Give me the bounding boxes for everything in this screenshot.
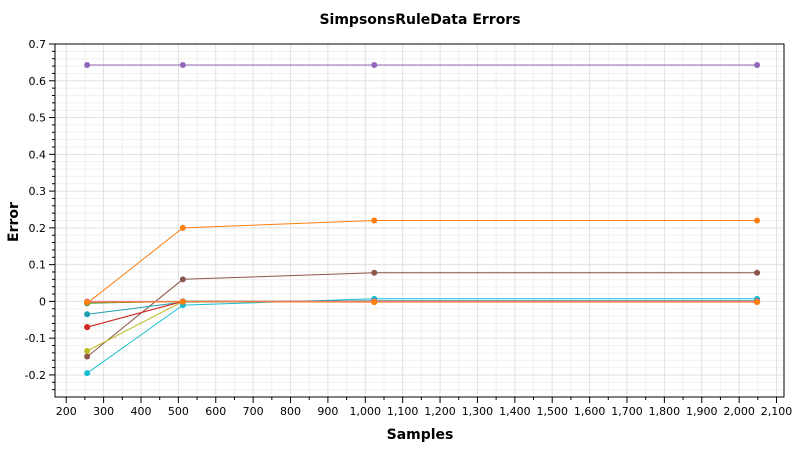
x-axis: 200 300 400 500 600 700 800 900 1,000 1,100 1,200 1… bbox=[56, 397, 793, 418]
series-12 bbox=[84, 298, 761, 306]
series-line bbox=[86, 220, 758, 304]
x-tick-label: 1,000 bbox=[350, 405, 382, 418]
data-point bbox=[84, 353, 91, 360]
series-line bbox=[86, 272, 758, 357]
y-tick-label: 0.5 bbox=[29, 112, 47, 125]
x-tick-label: 1,100 bbox=[387, 405, 419, 418]
x-tick-label: 1,400 bbox=[499, 405, 531, 418]
x-tick-label: 800 bbox=[280, 405, 301, 418]
series-line bbox=[87, 300, 758, 315]
data-point bbox=[371, 61, 378, 68]
x-tick-label: 400 bbox=[130, 405, 151, 418]
series-line bbox=[86, 298, 758, 374]
x-tick-label: 700 bbox=[243, 405, 264, 418]
data-point bbox=[754, 299, 761, 306]
data-point bbox=[84, 370, 91, 377]
x-tick-label: 2,100 bbox=[761, 405, 793, 418]
x-tick-label: 1,200 bbox=[424, 405, 456, 418]
y-tick-label: -0.2 bbox=[25, 369, 46, 382]
x-tick-label: 300 bbox=[93, 405, 114, 418]
data-point bbox=[754, 269, 761, 276]
x-tick-label: 1,600 bbox=[574, 405, 606, 418]
x-tick-label: 1,900 bbox=[686, 405, 718, 418]
y-tick-label: 0 bbox=[39, 295, 46, 308]
data-point bbox=[754, 217, 761, 224]
series-1 bbox=[84, 61, 761, 68]
series-layer bbox=[84, 61, 761, 377]
x-tick-label: 2,000 bbox=[723, 405, 755, 418]
series-2 bbox=[84, 217, 761, 307]
y-tick-label: 0.2 bbox=[29, 222, 47, 235]
y-tick-label: 0.1 bbox=[29, 259, 47, 272]
y-axis: -0.2 -0.1 0 0.1 0.2 0.3 0.4 0.5 0.6 0.7 bbox=[25, 38, 55, 391]
y-tick-label: 0.4 bbox=[29, 148, 47, 161]
x-tick-label: 900 bbox=[317, 405, 338, 418]
data-point bbox=[754, 61, 761, 68]
x-tick-label: 200 bbox=[56, 405, 77, 418]
data-point bbox=[179, 276, 186, 283]
x-tick-label: 1,800 bbox=[649, 405, 681, 418]
y-tick-label: -0.1 bbox=[25, 332, 46, 345]
x-tick-label: 600 bbox=[205, 405, 226, 418]
series-3 bbox=[84, 269, 761, 360]
x-tick-label: 500 bbox=[168, 405, 189, 418]
series-4 bbox=[84, 295, 761, 377]
data-point bbox=[84, 311, 91, 318]
data-point bbox=[371, 269, 378, 276]
chart-title: SimpsonsRuleData Errors bbox=[319, 12, 520, 28]
x-axis-label: Samples bbox=[387, 427, 454, 443]
x-tick-label: 1,300 bbox=[462, 405, 494, 418]
data-point bbox=[84, 299, 91, 306]
y-axis-label: Error bbox=[6, 202, 22, 242]
data-point bbox=[84, 61, 91, 68]
x-tick-label: 1,500 bbox=[536, 405, 568, 418]
data-point bbox=[371, 299, 378, 306]
y-tick-label: 0.6 bbox=[29, 75, 47, 88]
x-tick-label: 1,700 bbox=[611, 405, 643, 418]
data-point bbox=[179, 224, 186, 231]
data-point bbox=[179, 298, 186, 305]
data-point bbox=[179, 61, 186, 68]
data-point bbox=[84, 348, 91, 355]
data-point bbox=[84, 324, 91, 331]
y-tick-label: 0.7 bbox=[29, 38, 47, 51]
data-point bbox=[371, 217, 378, 224]
y-tick-label: 0.3 bbox=[29, 185, 47, 198]
